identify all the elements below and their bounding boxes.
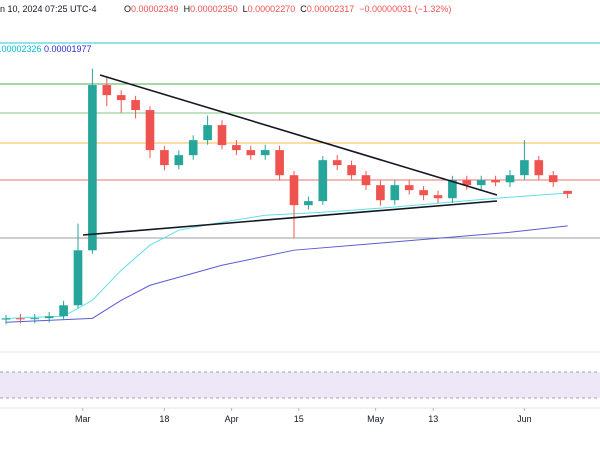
candle-body [548,175,558,183]
ma-value: 0.00002326 [0,44,42,54]
ohlc-value: 0.00002350 [190,4,238,14]
candle-body [520,160,529,176]
candle-body [131,100,140,111]
candle-body [44,316,54,319]
plot [1,68,572,325]
candle-body [102,85,112,96]
rsi-band [0,372,600,398]
candle-body [433,195,443,199]
candle-body [275,150,284,176]
candle-body [160,150,169,166]
x-tick-label: Jun [517,414,532,424]
candle-body [376,185,385,201]
drawn-levels [0,42,600,239]
x-tick-label: 18 [159,414,169,424]
header: n 10, 2024 07:25 UTC-4 O0.00002349 H0.000… [0,4,451,54]
candle-body [59,305,68,317]
candle-body [361,175,371,186]
x-tick-label: 13 [428,414,438,424]
x-tick-label: Mar [75,414,91,424]
candle-body [563,190,572,194]
candle-body [404,185,414,191]
candle-body [16,318,25,320]
candle-body [419,190,428,196]
candle-body [332,160,342,166]
x-tick-label: Apr [225,414,239,424]
ohlc-key: O [124,4,131,14]
ohlc-line: O0.00002349 H0.00002350 L0.00002270 C0.0000… [124,4,451,14]
candle-body [390,185,400,201]
candle-body [1,318,11,320]
ohlc-value: 0.00002317 [307,4,355,14]
ohlc-key: C [300,4,307,14]
change: −0.00000031 (−1.32%) [359,4,451,14]
candle-body [203,125,212,141]
candle-body [505,175,515,183]
candle-body [246,150,256,156]
candle-body [347,165,356,176]
x-tick-label: 15 [294,414,304,424]
symbol-date: n 10, 2024 07:25 UTC-4 [0,4,97,14]
candle-body [260,150,270,156]
candle-body [217,125,227,146]
candle-body [448,180,457,199]
ma-value: 0.00001977 [44,44,92,54]
x-tick-label: May [367,414,385,424]
trendline [82,200,498,236]
candle-body [318,160,328,202]
candle-body [145,110,155,151]
candle-body [30,318,40,320]
candle-body [476,180,486,186]
ohlc-key: H [184,4,191,14]
ohlc-value: 0.00002270 [248,4,296,14]
candle-body [188,140,198,156]
candle-body [232,145,241,151]
candle-body [116,95,126,101]
candle-body [289,175,299,206]
candle-body [304,201,313,206]
moving-average [5,192,568,319]
candle-body [73,250,83,306]
candle-body [88,85,97,251]
candle-body [174,155,184,166]
candle-body [491,180,500,183]
candle-body [534,160,544,176]
moving-average [5,225,568,323]
ohlc-key: L [243,4,248,14]
trendline [99,74,498,196]
ohlc-value: 0.00002349 [131,4,179,14]
candle-body [462,180,472,186]
